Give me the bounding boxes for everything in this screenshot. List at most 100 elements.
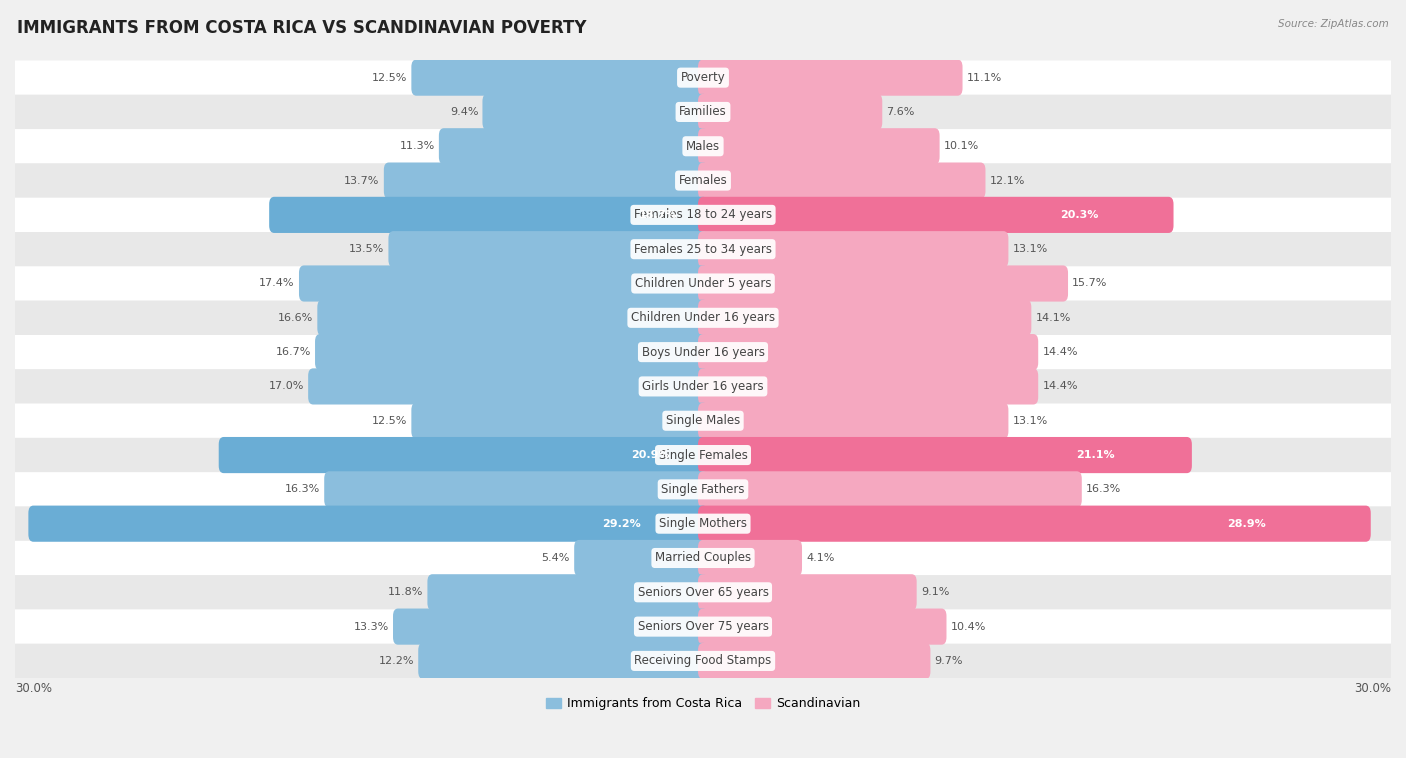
Text: 10.4%: 10.4% <box>950 622 986 631</box>
Text: 29.2%: 29.2% <box>603 518 641 528</box>
FancyBboxPatch shape <box>697 162 986 199</box>
FancyBboxPatch shape <box>318 299 709 336</box>
FancyBboxPatch shape <box>15 575 1391 609</box>
Text: 13.5%: 13.5% <box>349 244 384 254</box>
Text: 11.8%: 11.8% <box>388 587 423 597</box>
Text: Receiving Food Stamps: Receiving Food Stamps <box>634 654 772 667</box>
Text: 18.7%: 18.7% <box>638 210 678 220</box>
Text: 13.1%: 13.1% <box>1012 415 1047 426</box>
FancyBboxPatch shape <box>697 197 1174 233</box>
Text: IMMIGRANTS FROM COSTA RICA VS SCANDINAVIAN POVERTY: IMMIGRANTS FROM COSTA RICA VS SCANDINAVI… <box>17 19 586 37</box>
FancyBboxPatch shape <box>308 368 709 405</box>
Text: Females 25 to 34 years: Females 25 to 34 years <box>634 243 772 255</box>
FancyBboxPatch shape <box>15 403 1391 438</box>
FancyBboxPatch shape <box>15 198 1391 232</box>
FancyBboxPatch shape <box>418 643 709 679</box>
Text: 7.6%: 7.6% <box>886 107 915 117</box>
FancyBboxPatch shape <box>697 368 1038 405</box>
Text: Single Males: Single Males <box>666 414 740 428</box>
FancyBboxPatch shape <box>697 471 1081 507</box>
Text: 16.3%: 16.3% <box>1085 484 1121 494</box>
FancyBboxPatch shape <box>15 472 1391 506</box>
Text: 12.5%: 12.5% <box>371 73 408 83</box>
FancyBboxPatch shape <box>15 540 1391 575</box>
FancyBboxPatch shape <box>325 471 709 507</box>
Text: Children Under 5 years: Children Under 5 years <box>634 277 772 290</box>
FancyBboxPatch shape <box>697 643 931 679</box>
FancyBboxPatch shape <box>482 94 709 130</box>
Legend: Immigrants from Costa Rica, Scandinavian: Immigrants from Costa Rica, Scandinavian <box>541 692 865 715</box>
FancyBboxPatch shape <box>15 506 1391 540</box>
FancyBboxPatch shape <box>315 334 709 370</box>
FancyBboxPatch shape <box>697 265 1069 302</box>
FancyBboxPatch shape <box>15 369 1391 403</box>
FancyBboxPatch shape <box>412 402 709 439</box>
FancyBboxPatch shape <box>697 128 939 164</box>
FancyBboxPatch shape <box>15 266 1391 301</box>
FancyBboxPatch shape <box>574 540 709 576</box>
Text: 10.1%: 10.1% <box>943 141 979 152</box>
Text: Single Females: Single Females <box>658 449 748 462</box>
Text: 13.7%: 13.7% <box>344 176 380 186</box>
FancyBboxPatch shape <box>15 95 1391 129</box>
Text: 11.3%: 11.3% <box>399 141 434 152</box>
FancyBboxPatch shape <box>697 334 1038 370</box>
Text: 14.1%: 14.1% <box>1036 313 1071 323</box>
Text: Single Mothers: Single Mothers <box>659 517 747 530</box>
Text: 30.0%: 30.0% <box>15 682 52 695</box>
FancyBboxPatch shape <box>15 164 1391 198</box>
Text: 11.1%: 11.1% <box>967 73 1002 83</box>
FancyBboxPatch shape <box>697 609 946 645</box>
Text: Seniors Over 75 years: Seniors Over 75 years <box>637 620 769 633</box>
Text: 9.4%: 9.4% <box>450 107 478 117</box>
FancyBboxPatch shape <box>697 299 1032 336</box>
Text: 15.7%: 15.7% <box>1073 278 1108 289</box>
Text: Boys Under 16 years: Boys Under 16 years <box>641 346 765 359</box>
FancyBboxPatch shape <box>15 61 1391 95</box>
Text: 13.1%: 13.1% <box>1012 244 1047 254</box>
Text: 9.7%: 9.7% <box>935 656 963 666</box>
FancyBboxPatch shape <box>269 197 709 233</box>
Text: 12.1%: 12.1% <box>990 176 1025 186</box>
Text: 30.0%: 30.0% <box>1354 682 1391 695</box>
Text: 21.1%: 21.1% <box>1076 450 1115 460</box>
Text: Males: Males <box>686 139 720 153</box>
Text: Seniors Over 65 years: Seniors Over 65 years <box>637 586 769 599</box>
FancyBboxPatch shape <box>388 231 709 268</box>
Text: 20.9%: 20.9% <box>631 450 669 460</box>
FancyBboxPatch shape <box>697 60 963 96</box>
Text: Source: ZipAtlas.com: Source: ZipAtlas.com <box>1278 19 1389 29</box>
FancyBboxPatch shape <box>15 129 1391 164</box>
Text: 20.3%: 20.3% <box>1060 210 1098 220</box>
Text: Females: Females <box>679 174 727 187</box>
Text: 28.9%: 28.9% <box>1227 518 1267 528</box>
Text: Children Under 16 years: Children Under 16 years <box>631 312 775 324</box>
Text: 12.2%: 12.2% <box>378 656 413 666</box>
FancyBboxPatch shape <box>15 609 1391 644</box>
Text: 14.4%: 14.4% <box>1042 347 1078 357</box>
FancyBboxPatch shape <box>697 540 801 576</box>
FancyBboxPatch shape <box>697 94 883 130</box>
FancyBboxPatch shape <box>15 301 1391 335</box>
FancyBboxPatch shape <box>427 575 709 610</box>
FancyBboxPatch shape <box>15 232 1391 266</box>
FancyBboxPatch shape <box>697 231 1008 268</box>
Text: Girls Under 16 years: Girls Under 16 years <box>643 380 763 393</box>
Text: Poverty: Poverty <box>681 71 725 84</box>
Text: 13.3%: 13.3% <box>353 622 389 631</box>
Text: 17.0%: 17.0% <box>269 381 304 391</box>
FancyBboxPatch shape <box>439 128 709 164</box>
FancyBboxPatch shape <box>28 506 709 542</box>
Text: 12.5%: 12.5% <box>371 415 408 426</box>
FancyBboxPatch shape <box>697 506 1371 542</box>
FancyBboxPatch shape <box>394 609 709 645</box>
FancyBboxPatch shape <box>697 575 917 610</box>
FancyBboxPatch shape <box>697 402 1008 439</box>
Text: 14.4%: 14.4% <box>1042 381 1078 391</box>
Text: 9.1%: 9.1% <box>921 587 949 597</box>
Text: 4.1%: 4.1% <box>806 553 835 563</box>
Text: 17.4%: 17.4% <box>259 278 295 289</box>
Text: 5.4%: 5.4% <box>541 553 569 563</box>
Text: 16.6%: 16.6% <box>278 313 314 323</box>
FancyBboxPatch shape <box>412 60 709 96</box>
